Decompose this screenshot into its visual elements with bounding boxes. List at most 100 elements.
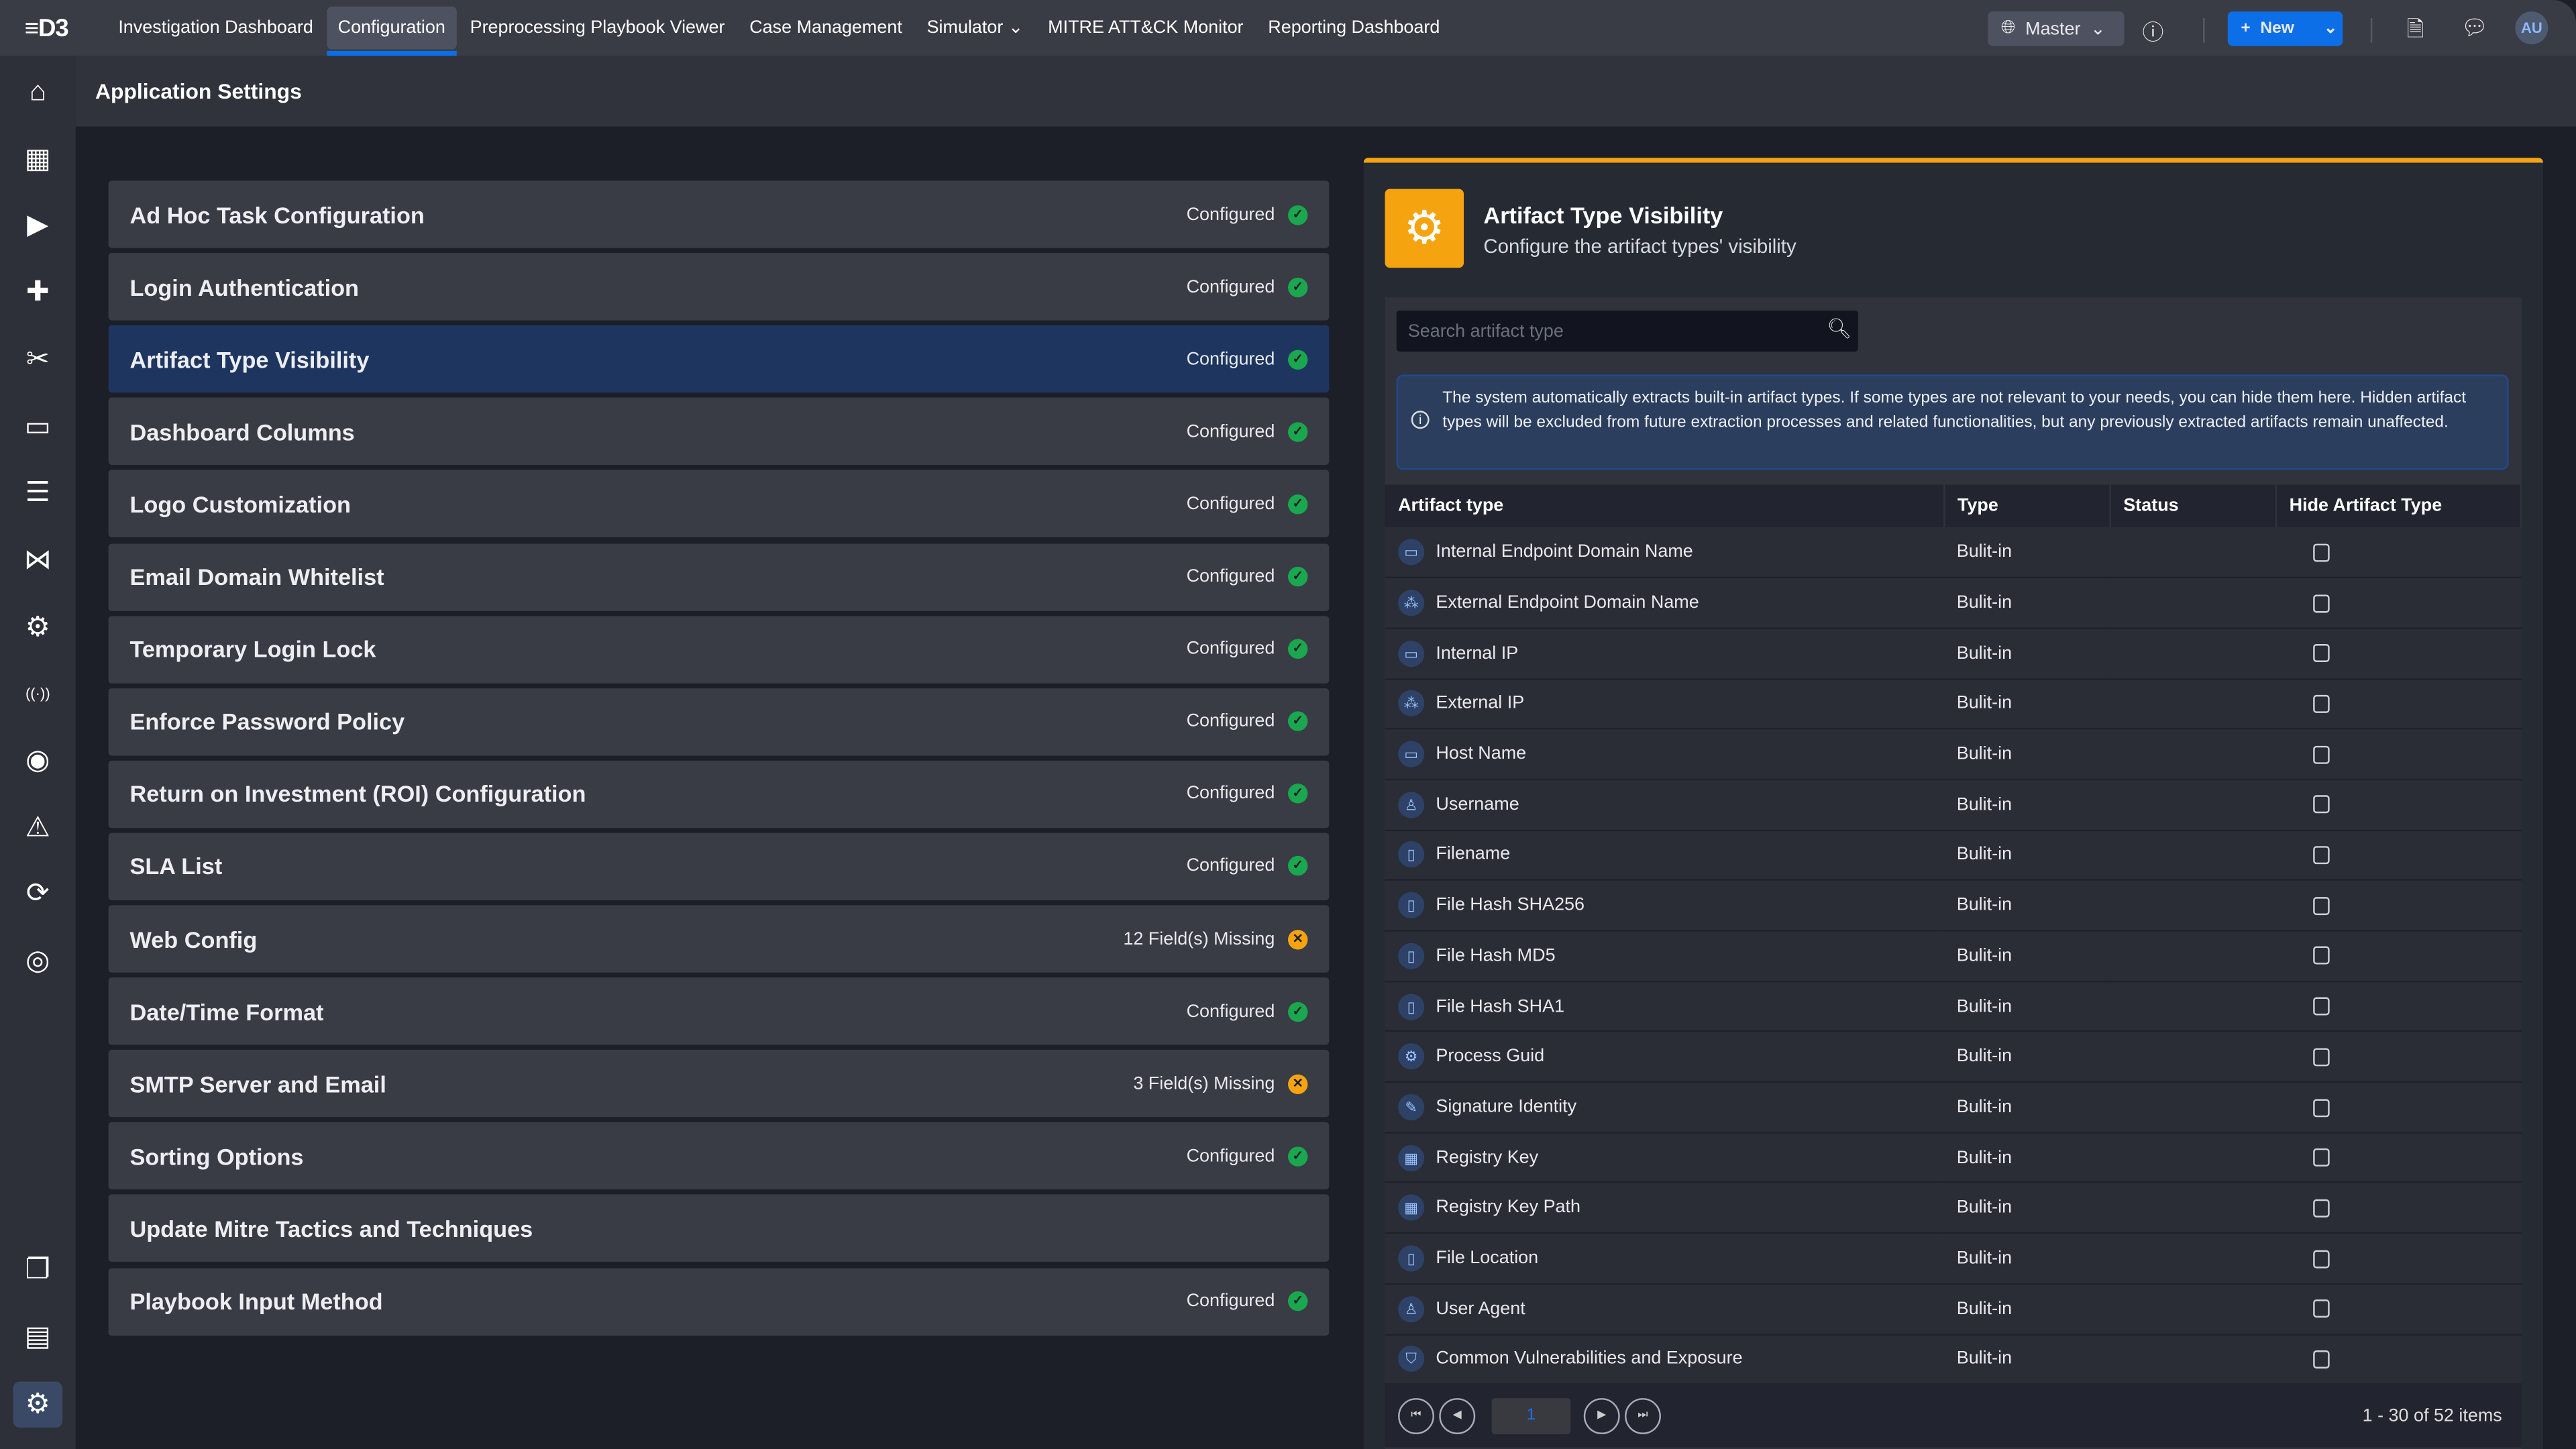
settings-item[interactable]: Web Config 12 Field(s) Missing ✕ [108,905,1330,973]
d3-logo[interactable]: ≡D3 [24,13,69,42]
column-header-artifact-type[interactable]: Artifact type [1385,484,1945,528]
tools-icon[interactable]: ✂ [25,343,50,374]
settings-item[interactable]: Ad Hoc Task Configuration Configured ✓ [108,180,1330,248]
top-bar: ≡D3 Investigation Dashboard Configuration… [0,0,2576,56]
hide-checkbox[interactable] [2313,1199,2330,1218]
hide-checkbox[interactable] [2313,1249,2330,1268]
status-cell [2109,527,2275,579]
status-cell [2109,981,2275,1032]
settings-item[interactable]: Dashboard Columns Configured ✓ [108,398,1330,466]
hide-cell [2275,1081,2521,1134]
artifact-name: Process Guid [1436,1046,1545,1067]
type-cell: Bulit-in [1943,527,2110,579]
settings-cog-icon[interactable]: ⚙ [25,610,51,642]
type-cell: Bulit-in [1943,729,2110,781]
nav-investigation-dashboard[interactable]: Investigation Dashboard [118,17,313,38]
globe-icon: 🌐︎ [2000,17,2016,38]
settings-item[interactable]: SLA List Configured ✓ [108,833,1330,900]
settings-item[interactable]: Return on Investment (ROI) Configuration… [108,760,1330,828]
column-header-status[interactable]: Status [2109,484,2277,528]
nav-mitre-att-ck-monitor[interactable]: MITRE ATT&CK Monitor [1048,17,1244,38]
document-info-icon[interactable]: 🗎 [2406,16,2424,42]
hide-checkbox[interactable] [2313,1148,2330,1167]
settings-item[interactable]: Logo Customization Configured ✓ [108,470,1330,538]
settings-item[interactable]: Date/Time Format Configured ✓ [108,977,1330,1045]
hide-cell [2275,1283,2521,1335]
status-text: Configured [1186,494,1275,515]
hide-checkbox[interactable] [2313,846,2330,865]
settings-item-title: Sorting Options [129,1142,304,1170]
check-circle-icon: ✓ [1288,276,1308,297]
graph-icon[interactable]: ⋈ [23,543,52,575]
integration-icon[interactable]: ✚ [25,276,50,308]
site-selector[interactable]: 🌐︎ Master ⌄ [1988,11,2125,46]
settings-icon[interactable]: ⚙ [13,1381,63,1428]
hide-checkbox[interactable] [2313,1350,2330,1368]
status-cell [2109,1283,2275,1335]
hide-checkbox[interactable] [2313,997,2330,1016]
fingerprint-icon[interactable]: ◎ [25,945,50,976]
hide-checkbox[interactable] [2313,594,2330,612]
search-input[interactable] [1396,310,1858,352]
antenna-icon[interactable]: ((·)) [25,685,50,702]
page-number-input[interactable]: 1 [1491,1397,1571,1434]
column-header-type[interactable]: Type [1943,484,2110,528]
hide-checkbox[interactable] [2313,1098,2330,1117]
search-icon[interactable]: 🔍︎ [1827,317,1852,340]
hide-checkbox[interactable] [2313,896,2330,915]
status-text: 3 Field(s) Missing [1133,1073,1275,1094]
settings-item[interactable]: Artifact Type Visibility Configured ✓ [108,325,1330,393]
incident-icon[interactable]: ▦ [24,142,51,174]
settings-item-title: Date/Time Format [129,998,324,1025]
playbook-icon[interactable]: ▶ [27,209,49,241]
next-page-button[interactable]: ▶ [1583,1397,1620,1434]
hide-checkbox[interactable] [2313,1299,2330,1318]
hide-checkbox[interactable] [2313,644,2330,663]
settings-item[interactable]: Temporary Login Lock Configured ✓ [108,615,1330,683]
user-globe-icon[interactable]: ◉ [25,744,50,775]
hide-cell [2275,1132,2521,1184]
nav-case-management[interactable]: Case Management [749,17,902,38]
sync-icon[interactable]: ⟳ [25,877,50,910]
settings-item[interactable]: Sorting Options Configured ✓ [108,1122,1330,1190]
nav-preprocessing-playbook-viewer[interactable]: Preprocessing Playbook Viewer [470,17,725,38]
chat-icon[interactable]: 💬︎ [2461,15,2489,40]
settings-item[interactable]: Update Mitre Tactics and Techniques [108,1195,1330,1263]
alert-icon[interactable]: ⚠ [25,811,51,843]
pager-info: 1 - 30 of 52 items [2362,1405,2502,1426]
artifact-name-cell: ▯ File Hash SHA256 [1385,880,1944,932]
column-header-hide[interactable]: Hide Artifact Type [2275,484,2522,528]
settings-item[interactable]: Playbook Input Method Configured ✓ [108,1267,1330,1335]
avatar[interactable]: AU [2515,11,2548,45]
table-row: ⁂ External IP Bulit-in [1385,678,2521,730]
contacts-folder-icon[interactable]: ▤ [24,1320,51,1352]
hide-checkbox[interactable] [2313,694,2330,713]
copy-icon[interactable]: ❐ [25,1253,51,1285]
calendar-icon[interactable]: ▭ [24,410,51,441]
check-circle-icon: ✓ [1288,494,1308,515]
settings-item[interactable]: Login Authentication Configured ✓ [108,253,1330,321]
type-cell: Bulit-in [1943,678,2110,730]
settings-item-title: Login Authentication [129,273,360,301]
hide-checkbox[interactable] [2313,543,2330,561]
database-icon[interactable]: ☰ [25,476,51,508]
nav-simulator[interactable]: Simulator ⌄ [926,17,1024,38]
home-icon[interactable]: ⌂ [29,75,46,107]
last-page-button[interactable]: ⏭ [1625,1397,1661,1434]
prev-page-button[interactable]: ◀ [1439,1397,1476,1434]
nav-configuration[interactable]: Configuration [326,6,458,56]
settings-item[interactable]: Email Domain Whitelist Configured ✓ [108,543,1330,610]
new-button[interactable]: + New ⌄ [2227,11,2343,46]
file-icon: ▯ [1398,842,1425,869]
hide-checkbox[interactable] [2313,745,2330,764]
hide-checkbox[interactable] [2313,1047,2330,1066]
hide-checkbox[interactable] [2313,947,2330,965]
status-text: Configured [1186,349,1275,370]
nav-reporting-dashboard[interactable]: Reporting Dashboard [1268,17,1440,38]
settings-item[interactable]: Enforce Password Policy Configured ✓ [108,688,1330,755]
settings-item[interactable]: SMTP Server and Email 3 Field(s) Missing ✕ [108,1050,1330,1118]
hide-cell [2275,628,2521,680]
info-icon[interactable]: ⓘ [2142,19,2164,45]
hide-checkbox[interactable] [2313,796,2330,814]
first-page-button[interactable]: ⏮ [1398,1397,1434,1434]
